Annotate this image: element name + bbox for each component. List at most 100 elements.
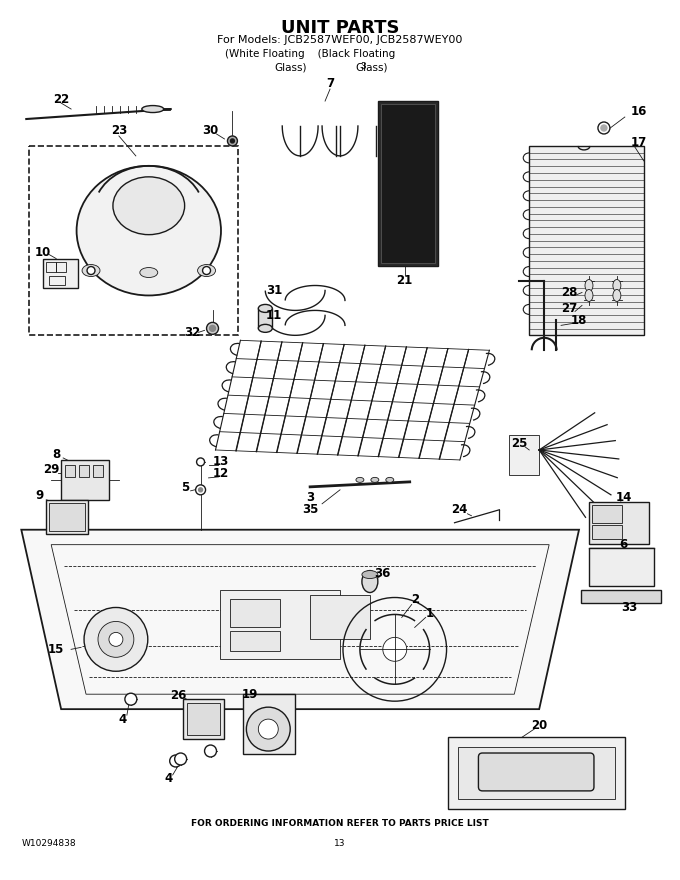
Ellipse shape	[142, 106, 164, 113]
Circle shape	[203, 267, 211, 275]
Text: 11: 11	[266, 309, 282, 322]
Circle shape	[170, 755, 182, 767]
Text: 1: 1	[426, 607, 434, 620]
Bar	[243, 694, 295, 754]
Bar	[447, 737, 625, 809]
Ellipse shape	[613, 280, 621, 291]
Circle shape	[175, 753, 186, 765]
Bar	[61, 460, 109, 500]
Text: 17: 17	[630, 136, 647, 150]
Ellipse shape	[258, 325, 272, 333]
Ellipse shape	[371, 477, 379, 482]
Circle shape	[209, 326, 216, 332]
Text: 36: 36	[375, 567, 391, 580]
Ellipse shape	[585, 290, 593, 302]
Text: 23: 23	[111, 124, 127, 137]
Bar	[49, 502, 85, 531]
Circle shape	[84, 607, 148, 671]
Bar	[231, 599, 280, 627]
Circle shape	[205, 745, 216, 757]
Bar	[49, 275, 65, 285]
Text: W10294838: W10294838	[21, 839, 76, 847]
Ellipse shape	[258, 304, 272, 312]
Ellipse shape	[140, 268, 158, 277]
Ellipse shape	[613, 290, 621, 302]
Text: 31: 31	[266, 284, 282, 297]
Text: Glass): Glass)	[274, 62, 307, 72]
Bar	[93, 465, 103, 477]
Bar	[592, 524, 622, 539]
Text: 26: 26	[171, 689, 187, 701]
Bar	[29, 146, 239, 335]
Bar	[458, 747, 615, 799]
Text: 4: 4	[119, 713, 127, 726]
Bar	[589, 547, 653, 585]
Ellipse shape	[198, 265, 216, 276]
Text: 12: 12	[212, 467, 228, 480]
Text: 19: 19	[242, 687, 258, 700]
Text: 27: 27	[561, 302, 577, 315]
Ellipse shape	[82, 265, 100, 276]
Text: 3: 3	[306, 491, 314, 504]
Bar	[529, 146, 644, 335]
Bar	[56, 261, 66, 272]
Circle shape	[207, 322, 218, 334]
Bar	[220, 590, 340, 659]
Text: 18: 18	[571, 314, 588, 326]
Ellipse shape	[386, 477, 394, 482]
Text: UNIT PARTS: UNIT PARTS	[281, 19, 399, 37]
Circle shape	[601, 125, 607, 131]
Text: 3: 3	[360, 62, 366, 71]
Ellipse shape	[585, 280, 593, 291]
Circle shape	[109, 633, 123, 646]
Text: 10: 10	[35, 246, 52, 259]
Bar	[46, 500, 88, 533]
Circle shape	[383, 637, 407, 661]
Ellipse shape	[362, 570, 378, 578]
FancyBboxPatch shape	[479, 753, 594, 791]
Text: 21: 21	[396, 274, 413, 287]
Ellipse shape	[113, 177, 185, 235]
Bar	[509, 435, 539, 475]
Text: 14: 14	[615, 491, 632, 504]
Bar	[44, 259, 78, 289]
Text: 7: 7	[326, 77, 334, 90]
Text: FOR ORDERING INFORMATION REFER TO PARTS PRICE LIST: FOR ORDERING INFORMATION REFER TO PARTS …	[191, 818, 489, 828]
Bar	[381, 104, 435, 262]
Text: 13: 13	[335, 839, 345, 847]
Bar	[581, 590, 661, 604]
Text: 29: 29	[43, 464, 59, 476]
Circle shape	[231, 139, 235, 143]
Text: 30: 30	[203, 124, 219, 137]
Text: 8: 8	[52, 449, 61, 461]
Bar	[186, 703, 220, 735]
Text: 35: 35	[302, 503, 318, 517]
Text: 22: 22	[53, 92, 69, 106]
Text: 2: 2	[411, 593, 419, 606]
Circle shape	[196, 485, 205, 495]
Circle shape	[258, 719, 278, 739]
Text: 32: 32	[184, 326, 201, 339]
Text: 9: 9	[35, 489, 44, 502]
Text: 16: 16	[630, 105, 647, 118]
Bar	[231, 631, 280, 651]
Ellipse shape	[77, 165, 221, 296]
Circle shape	[598, 122, 610, 134]
Ellipse shape	[356, 477, 364, 482]
Bar	[65, 465, 75, 477]
Circle shape	[199, 488, 203, 492]
Text: (White Floating    (Black Floating: (White Floating (Black Floating	[225, 49, 395, 59]
Bar	[79, 465, 89, 477]
Bar	[183, 700, 224, 739]
Bar	[589, 502, 649, 544]
Circle shape	[246, 708, 290, 751]
Ellipse shape	[362, 570, 378, 592]
Text: 28: 28	[561, 286, 577, 299]
Text: 6: 6	[619, 539, 628, 551]
Circle shape	[228, 136, 237, 146]
Bar	[258, 308, 272, 328]
Text: 20: 20	[531, 719, 547, 731]
Text: 33: 33	[621, 601, 637, 614]
Circle shape	[87, 267, 95, 275]
Text: 5: 5	[182, 481, 190, 495]
